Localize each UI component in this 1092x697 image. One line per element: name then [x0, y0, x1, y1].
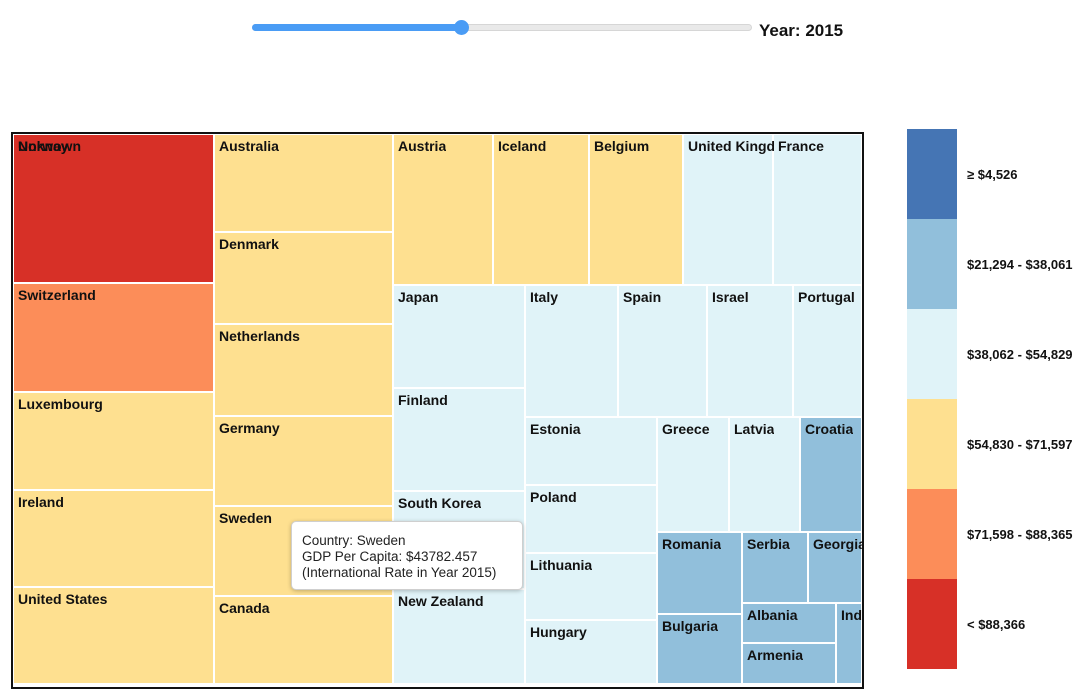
treemap-cell-belgium[interactable] — [589, 134, 683, 285]
year-label: Year: 2015 — [759, 21, 844, 40]
treemap-cell-india[interactable] — [836, 603, 862, 684]
treemap-cell-france[interactable] — [773, 134, 862, 285]
treemap-cell-croatia[interactable] — [800, 417, 862, 532]
legend-swatch — [907, 399, 957, 489]
legend-label: $21,294 - $38,061 — [967, 257, 1073, 272]
treemap-cell-lithuania[interactable] — [525, 553, 657, 620]
treemap-cell-finland[interactable] — [393, 388, 525, 491]
legend-label: ≥ $4,526 — [967, 167, 1018, 182]
treemap-cell-japan[interactable] — [393, 285, 525, 388]
treemap-cell-iceland[interactable] — [493, 134, 589, 285]
treemap-cell-albania[interactable] — [742, 603, 836, 643]
legend-swatch — [907, 129, 957, 219]
legend-swatch — [907, 219, 957, 309]
treemap-cell-hungary[interactable] — [525, 620, 657, 684]
tooltip-rate: (International Rate in Year 2015) — [302, 565, 497, 580]
treemap: Norway Unknown Switzerland Luxembourg Irelan… — [11, 132, 864, 689]
treemap-cell-georgia[interactable] — [808, 532, 862, 603]
tooltip-country: Country: Sweden — [302, 533, 406, 548]
treemap-cell-romania[interactable] — [657, 532, 742, 614]
treemap-cell-spain[interactable] — [618, 285, 707, 417]
treemap-cell-australia[interactable] — [214, 134, 393, 232]
slider-thumb[interactable] — [454, 20, 469, 35]
treemap-cell-austria[interactable] — [393, 134, 493, 285]
year-slider[interactable] — [252, 20, 752, 36]
legend-label: $71,598 - $88,365 — [967, 527, 1073, 542]
treemap-cell-canada[interactable] — [214, 596, 393, 684]
treemap-cell-poland[interactable] — [525, 485, 657, 553]
treemap-cell-estonia[interactable] — [525, 417, 657, 485]
legend-swatch — [907, 309, 957, 399]
treemap-cell-germany[interactable] — [214, 416, 393, 506]
tooltip: Country: Sweden GDP Per Capita: $43782.4… — [291, 521, 523, 590]
treemap-cell-luxembourg[interactable] — [13, 392, 214, 490]
treemap-cell-greece[interactable] — [657, 417, 729, 532]
legend-label: $38,062 - $54,829 — [967, 347, 1073, 362]
treemap-cell-new-zealand[interactable] — [393, 589, 525, 684]
treemap-cell-bulgaria[interactable] — [657, 614, 742, 684]
treemap-cell-united-kingdom[interactable] — [683, 134, 773, 285]
treemap-cell-israel[interactable] — [707, 285, 793, 417]
legend-swatch — [907, 489, 957, 579]
treemap-cell-netherlands[interactable] — [214, 324, 393, 416]
treemap-cell-united-states[interactable] — [13, 587, 214, 684]
treemap-cell-unknown[interactable] — [13, 134, 214, 283]
treemap-cell-latvia[interactable] — [729, 417, 800, 532]
treemap-cell-portugal[interactable] — [793, 285, 862, 417]
slider-fill — [252, 24, 462, 31]
legend-swatch — [907, 579, 957, 669]
treemap-cell-ireland[interactable] — [13, 490, 214, 587]
treemap-cell-switzerland[interactable] — [13, 283, 214, 392]
legend-label: $54,830 - $71,597 — [967, 437, 1073, 452]
treemap-cell-italy[interactable] — [525, 285, 618, 417]
legend-label: < $88,366 — [967, 617, 1026, 632]
treemap-cell-armenia[interactable] — [742, 643, 836, 684]
tooltip-gdp: GDP Per Capita: $43782.457 — [302, 549, 478, 564]
treemap-cell-serbia[interactable] — [742, 532, 808, 603]
treemap-cell-denmark[interactable] — [214, 232, 393, 324]
